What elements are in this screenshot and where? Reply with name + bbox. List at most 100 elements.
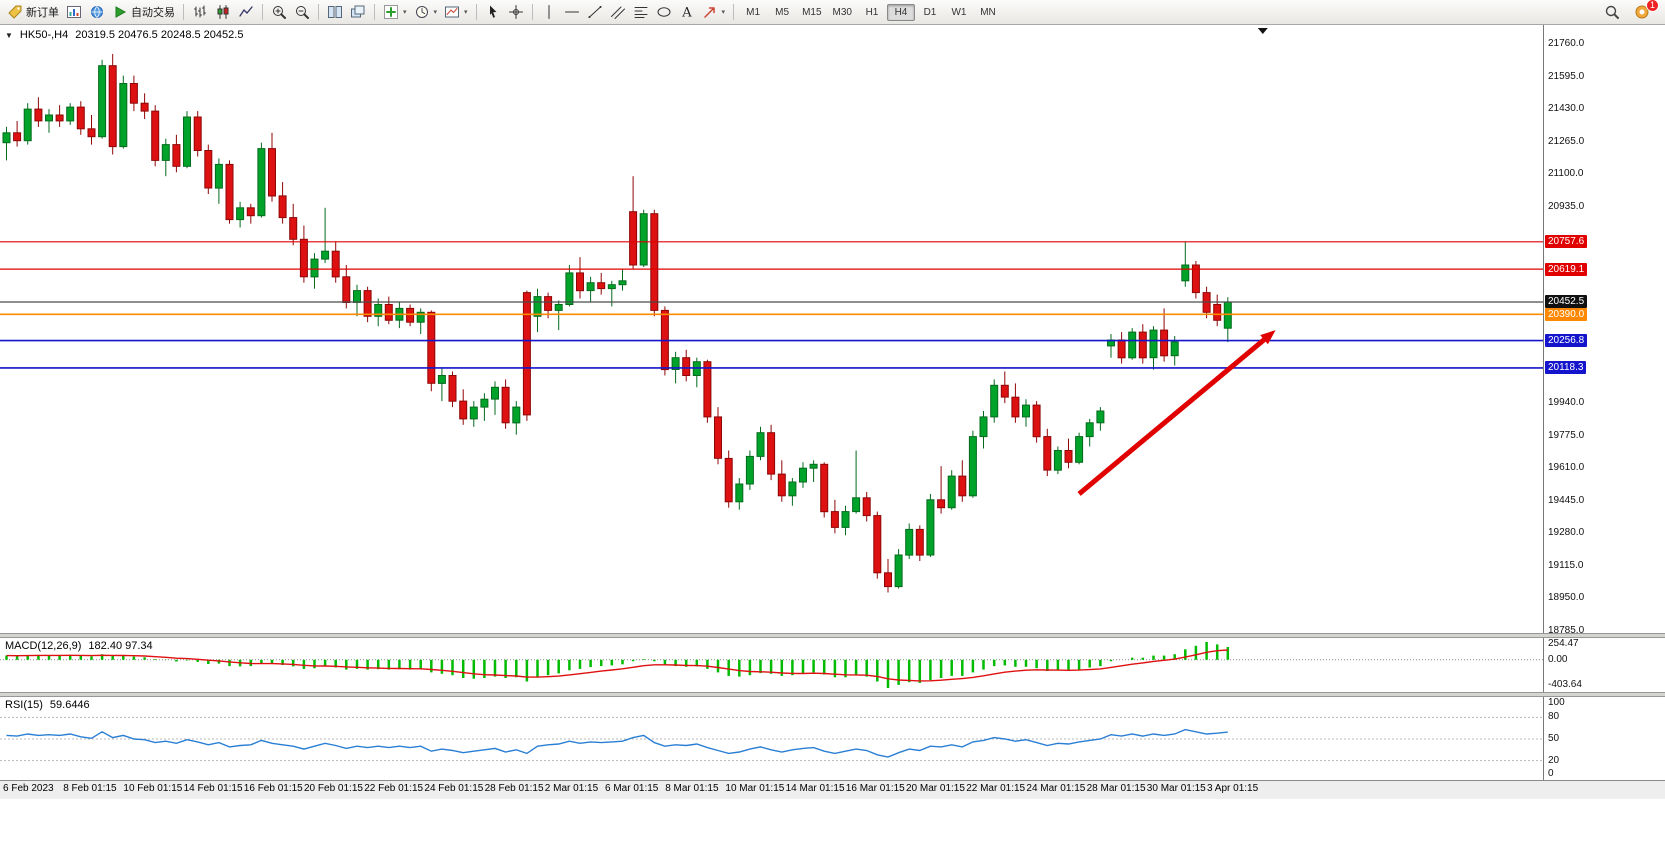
rsi-label: RSI(15) [5,699,43,711]
indicators-icon [383,4,399,20]
cascade-windows-button[interactable] [347,3,369,21]
price-line-label: 20256.8 [1545,334,1588,348]
candles [2,53,1232,593]
time-axis-label: 28 Feb 01:15 [484,783,544,794]
ohlc-bars-icon [192,4,208,20]
collapse-icon[interactable]: ▼ [5,30,13,40]
shapes-button[interactable] [653,3,675,21]
line-chart-icon [238,4,254,20]
periods-button[interactable]: ▾ [411,3,441,21]
toolbar-separator [183,4,184,20]
price-tick-label: 19610.0 [1548,462,1585,474]
time-axis-label: 30 Mar 01:15 [1146,783,1206,794]
candlestick-type-button[interactable] [212,3,234,21]
price-axis[interactable]: 21760.0 21595.0 21430.0 21265.0 21100.0 20935… [1543,25,1665,633]
toolbar: 新订单 自动交易 ▾ ▾ ▾ A ▾ M1 M5 M15 M30 H1 H4 D1 W1 MN 1 [0,0,1665,25]
fibonacci-icon [633,4,649,20]
play-icon [112,4,128,20]
tf-button-M30[interactable]: M30 [832,6,852,18]
charts-button[interactable] [63,3,85,21]
main-chart-panel[interactable]: ▼ HK50-,H4 20319.5 20476.5 20248.5 20452… [0,25,1665,633]
rsi-scale-label: 80 [1548,711,1560,723]
time-axis-label: 16 Feb 01:15 [243,783,303,794]
last-bar-marker [1257,28,1268,34]
horizontal-line-button[interactable] [561,3,583,21]
price-tick-label: 19115.0 [1548,559,1584,571]
time-axis-label: 20 Mar 01:15 [906,783,965,794]
time-axis-label: 10 Feb 01:15 [123,783,183,794]
time-axis-label: 2 Mar 01:15 [544,783,599,794]
auto-trading-button[interactable]: 自动交易 [109,3,178,21]
time-axis-label: 22 Feb 01:15 [364,783,424,794]
rsi-chart [0,716,1543,762]
candlestick-chart[interactable] [0,25,1543,633]
tile-windows-button[interactable] [324,3,346,21]
macd-scale-label: 254.47 [1548,638,1579,649]
price-tick-label: 20935.0 [1548,200,1585,212]
toolbar-right: 1 [1601,0,1661,21]
price-tick-label: 19280.0 [1548,527,1585,539]
tf-button-M15[interactable]: M15 [802,6,822,18]
time-axis-label: 3 Apr 01:15 [1207,783,1259,794]
macd-axis[interactable]: 254.47 0.00 -403.64 [1543,638,1665,692]
time-axis-label: 14 Feb 01:15 [183,783,243,794]
indicators-button[interactable]: ▾ [380,3,410,21]
symbol-period: HK50-,H4 [19,29,69,41]
toolbar-separator [318,4,319,20]
chevron-down-icon: ▾ [721,9,726,16]
trendline-icon [587,4,603,20]
tf-button-D1[interactable]: D1 [923,6,937,18]
panel-splitter[interactable] [0,633,1665,638]
macd-values: 182.40 97.34 [88,640,153,652]
channel-button[interactable] [607,3,629,21]
price-line-label: 20118.3 [1545,361,1587,375]
price-tick-label: 18785.0 [1548,625,1585,633]
text-button[interactable]: A [676,3,698,21]
macd-panel[interactable]: MACD(12,26,9) 182.40 97.34 254.47 0.00 -40… [0,638,1665,692]
crosshair-button[interactable] [505,3,527,21]
time-axis-label: 6 Feb 2023 [3,783,54,794]
price-tick-label: 21595.0 [1548,70,1585,82]
trendline-button[interactable] [584,3,606,21]
price-tick-label: 21265.0 [1548,135,1585,147]
cursor-button[interactable] [482,3,504,21]
rsi-line [6,728,1228,758]
arrows-button[interactable]: ▾ [699,3,729,21]
line-chart-type-button[interactable] [235,3,257,21]
price-tick-label: 18950.0 [1548,592,1585,604]
panel-splitter[interactable] [0,692,1665,697]
price-line-label: 20619.1 [1545,262,1588,276]
rsi-axis[interactable]: 100 80 50 20 0 [1543,697,1665,780]
tf-button-H1[interactable]: H1 [865,6,879,18]
fibonacci-button[interactable] [630,3,652,21]
tf-button-M5[interactable]: M5 [775,6,790,18]
vertical-line-button[interactable] [538,3,560,21]
notifications-button[interactable]: 1 [1631,0,1659,21]
text-icon: A [679,4,695,21]
rsi-panel[interactable]: RSI(15) 59.6446 100 80 50 20 0 [0,697,1665,780]
zoom-in-button[interactable] [268,3,290,21]
tf-button-MN[interactable]: MN [980,6,996,18]
templates-button[interactable]: ▾ [441,3,471,21]
toolbar-separator [475,4,477,20]
tf-button-H4[interactable]: H4 [886,3,915,21]
rsi-value: 59.6446 [49,699,90,711]
search-button[interactable] [1601,3,1623,21]
ohlc-values: 20319.5 20476.5 20248.5 20452.5 [75,29,244,41]
trend-arrow[interactable] [1077,330,1276,496]
macd-scale-label: -403.64 [1548,679,1582,690]
price-tick-label: 21760.0 [1548,38,1585,49]
tf-button-M1[interactable]: M1 [746,6,761,18]
tf-button-W1[interactable]: W1 [951,6,967,18]
time-axis-label: 14 Mar 01:15 [785,783,845,794]
community-button[interactable] [86,3,108,21]
zoom-out-button[interactable] [291,3,313,21]
cursor-icon [485,4,501,20]
new-order-button[interactable]: 新订单 [4,3,62,21]
vertical-line-icon [541,4,557,20]
crosshair-icon [508,4,524,20]
macd-scale-label: 0.00 [1548,653,1568,665]
bar-chart-type-button[interactable] [189,3,211,21]
time-axis[interactable]: 6 Feb 2023 8 Feb 01:15 10 Feb 01:15 14 Feb … [0,780,1665,799]
search-icon [1604,4,1620,20]
